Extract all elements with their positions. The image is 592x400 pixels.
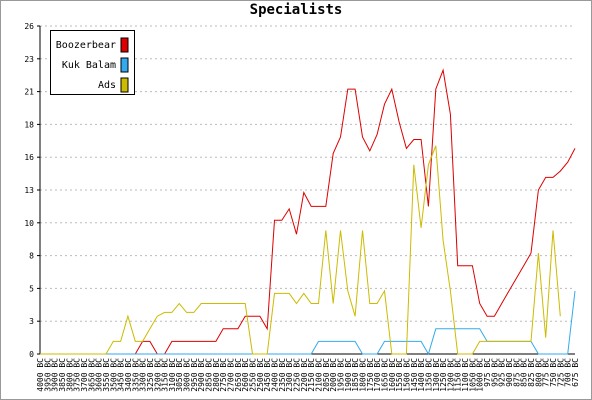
x-tick-label: 1750 BC	[366, 358, 375, 392]
x-tick-label: 1450 BC	[410, 358, 419, 392]
y-tick-label: 23	[24, 55, 34, 64]
x-tick-label: 775 BC	[542, 358, 551, 387]
x-tick-label: 3100 BC	[168, 358, 177, 392]
x-tick-label: 900 BC	[505, 358, 514, 387]
x-tick-label: 2250 BC	[293, 358, 302, 392]
x-tick-label: 2050 BC	[322, 358, 331, 392]
x-tick-label: 3800 BC	[65, 358, 74, 392]
x-tick-label: 3150 BC	[161, 358, 170, 392]
legend-label: Boozerbear	[56, 40, 116, 51]
x-tick-label: 2450 BC	[263, 358, 272, 392]
x-tick-label: 1150 BC	[454, 358, 463, 392]
x-tick-label: 2600 BC	[241, 358, 250, 392]
x-tick-label: 1300 BC	[432, 358, 441, 392]
x-tick-label: 750 BC	[549, 358, 558, 387]
x-tick-label: 3750 BC	[73, 358, 82, 392]
x-tick-label: 3500 BC	[109, 358, 118, 392]
y-tick-label: 18	[24, 120, 34, 129]
x-tick-label: 3050 BC	[175, 358, 184, 392]
y-tick-label: 0	[29, 350, 34, 359]
legend-label: Ads	[98, 80, 116, 91]
x-tick-label: 850 BC	[520, 358, 529, 387]
x-tick-label: 2500 BC	[256, 358, 265, 392]
y-tick-label: 5	[29, 284, 34, 293]
legend-swatch	[120, 57, 129, 73]
x-tick-label: 2150 BC	[307, 358, 316, 392]
x-tick-label: 700 BC	[564, 358, 573, 387]
x-tick-label: 725 BC	[556, 358, 565, 387]
x-tick-label: 2200 BC	[300, 358, 309, 392]
x-tick-label: 875 BC	[512, 358, 521, 387]
x-tick-label: 950 BC	[490, 358, 499, 387]
x-tick-label: 800 BC	[534, 358, 543, 387]
x-tick-label: 1650 BC	[380, 358, 389, 392]
y-tick-label: 10	[24, 219, 34, 228]
x-tick-label: 2650 BC	[234, 358, 243, 392]
x-tick-label: 3900 BC	[51, 358, 60, 392]
x-tick-label: 3700 BC	[80, 358, 89, 392]
x-tick-label: 1500 BC	[402, 358, 411, 392]
legend-swatch	[120, 77, 129, 93]
x-tick-label: 3200 BC	[153, 358, 162, 392]
x-tick-label: 1700 BC	[373, 358, 382, 392]
x-tick-label: 1250 BC	[439, 358, 448, 392]
legend-label: Kuk Balam	[62, 60, 116, 71]
x-tick-label: 3600 BC	[95, 358, 104, 392]
series-line	[40, 290, 576, 356]
x-tick-label: 4000 BC	[36, 358, 45, 392]
x-tick-label: 3850 BC	[58, 358, 67, 392]
x-tick-label: 2700 BC	[227, 358, 236, 392]
legend-swatch	[120, 37, 129, 53]
x-tick-label: 675 BC	[571, 358, 580, 387]
x-tick-label: 1050 BC	[468, 358, 477, 392]
x-tick-label: 975 BC	[483, 358, 492, 387]
x-tick-label: 1800 BC	[358, 358, 367, 392]
x-tick-label: 2900 BC	[197, 358, 206, 392]
x-tick-label: 1200 BC	[446, 358, 455, 392]
x-tick-label: 1350 BC	[424, 358, 433, 392]
x-tick-label: 2750 BC	[219, 358, 228, 392]
x-tick-label: 1850 BC	[351, 358, 360, 392]
series-line	[40, 145, 561, 355]
y-tick-label: 26	[24, 22, 34, 31]
x-tick-label: 2550 BC	[249, 358, 258, 392]
y-tick-label: 16	[24, 153, 34, 162]
x-tick-label: 2950 BC	[190, 358, 199, 392]
x-tick-label: 1600 BC	[388, 358, 397, 392]
x-tick-label: 2850 BC	[205, 358, 214, 392]
x-tick-label: 1900 BC	[344, 358, 353, 392]
x-tick-label: 925 BC	[498, 358, 507, 387]
x-tick-label: 1400 BC	[417, 358, 426, 392]
x-tick-label: 3000 BC	[183, 358, 192, 392]
x-tick-label: 2000 BC	[329, 358, 338, 392]
x-tick-label: 3450 BC	[117, 358, 126, 392]
chart-title: Specialists	[250, 2, 343, 18]
x-tick-label: 825 BC	[527, 358, 536, 387]
x-tick-label: 3950 BC	[43, 358, 52, 392]
x-tick-label: 3550 BC	[102, 358, 111, 392]
x-tick-label: 1000 BC	[476, 358, 485, 392]
x-tick-label: 1100 BC	[461, 358, 470, 392]
x-tick-label: 2350 BC	[278, 358, 287, 392]
x-tick-label: 3650 BC	[87, 358, 96, 392]
x-tick-label: 2300 BC	[285, 358, 294, 392]
y-tick-label: 8	[29, 252, 34, 261]
y-tick-label: 13	[24, 186, 34, 195]
x-tick-label: 2400 BC	[271, 358, 280, 392]
x-tick-label: 3250 BC	[146, 358, 155, 392]
x-tick-label: 3350 BC	[131, 358, 140, 392]
x-tick-label: 1950 BC	[336, 358, 345, 392]
x-tick-label: 3400 BC	[124, 358, 133, 392]
x-tick-label: 1550 BC	[395, 358, 404, 392]
y-tick-label: 3	[29, 317, 34, 326]
x-tick-label: 3300 BC	[139, 358, 148, 392]
x-tick-label: 2100 BC	[314, 358, 323, 392]
x-tick-label: 2800 BC	[212, 358, 221, 392]
y-tick-label: 21	[24, 88, 34, 97]
